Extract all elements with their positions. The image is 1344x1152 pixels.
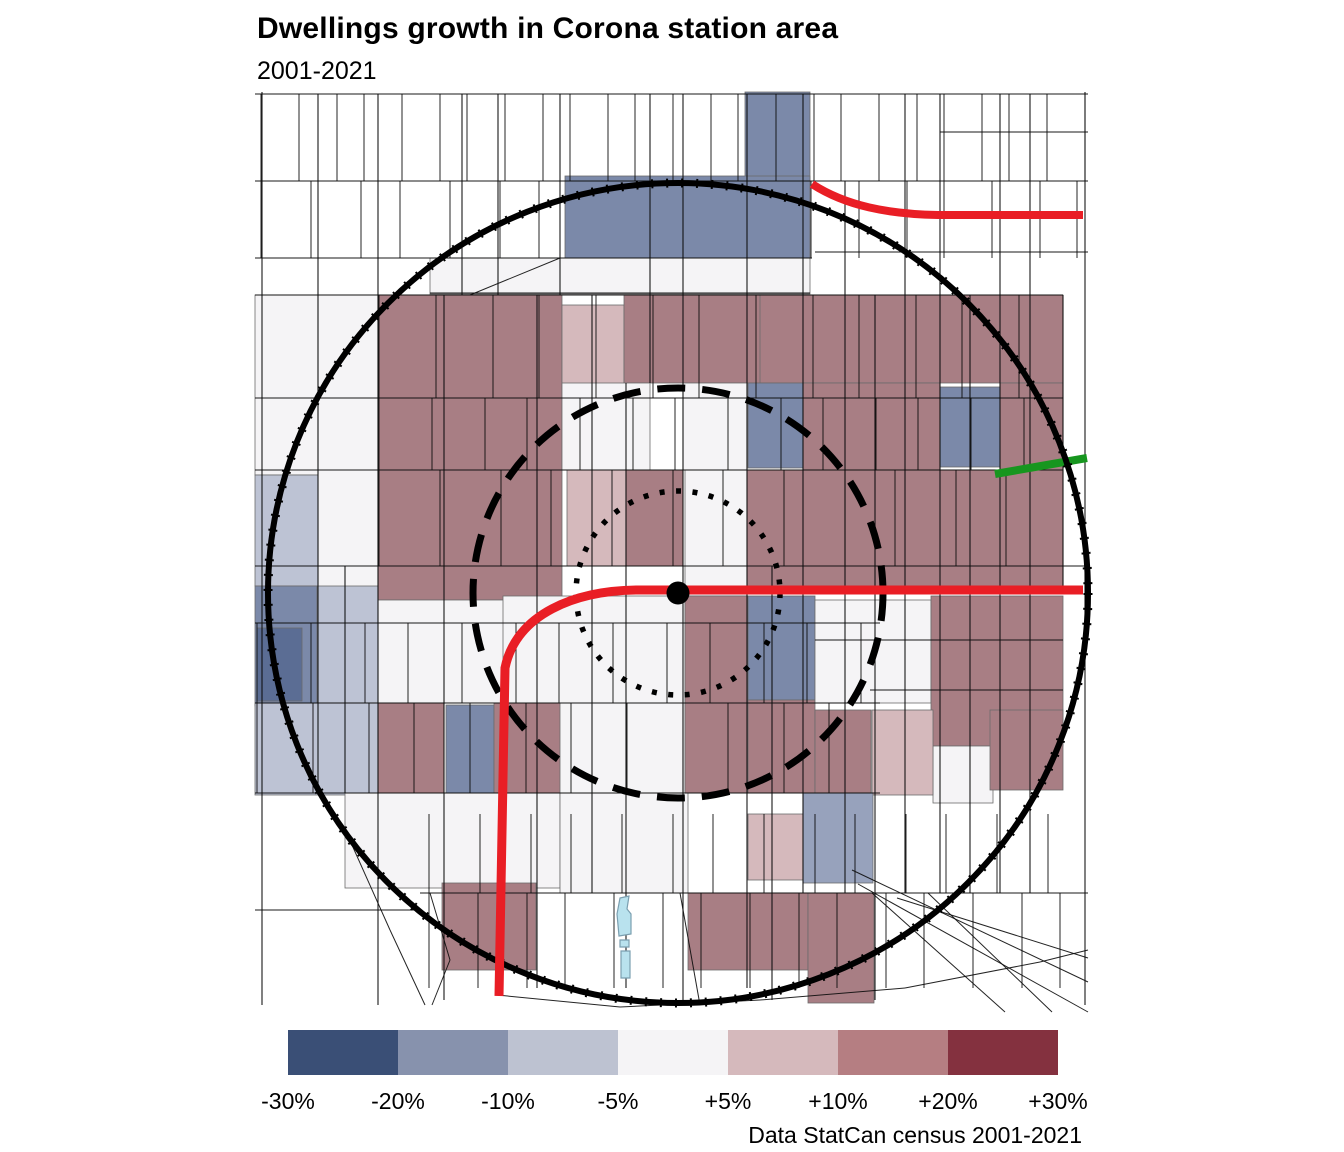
census-tract	[684, 595, 749, 794]
census-tract	[684, 469, 748, 597]
figure-title: Dwellings growth in Corona station area	[257, 12, 839, 45]
legend-swatch-5	[838, 1030, 948, 1075]
legend-label-1: -20%	[371, 1088, 425, 1114]
census-tract	[561, 382, 651, 471]
census-tract	[747, 813, 804, 881]
data-source-caption: Data StatCan census 2001-2021	[748, 1122, 1082, 1148]
legend-label-5: +10%	[808, 1088, 868, 1114]
street-line	[496, 994, 621, 1008]
growth-legend	[288, 1030, 1058, 1075]
census-tract	[377, 294, 563, 601]
station-marker	[666, 581, 690, 605]
legend-label-2: -10%	[481, 1088, 535, 1114]
legend-label-4: +5%	[704, 1088, 752, 1114]
census-tract	[759, 294, 1064, 384]
legend-label-6: +20%	[918, 1088, 978, 1114]
street-line	[679, 892, 701, 1006]
street-line	[871, 892, 1006, 1013]
lrt-line-green	[994, 454, 1088, 478]
census-tract	[747, 595, 816, 701]
buffer-circle-outer-texture	[263, 178, 1093, 1008]
census-tract	[744, 91, 811, 181]
legend-label-0: -30%	[261, 1088, 315, 1114]
census-tract	[625, 469, 684, 567]
census-tract	[623, 294, 764, 384]
census-tract	[559, 792, 689, 894]
census-tract	[566, 469, 627, 567]
water-body	[616, 895, 632, 937]
census-tract	[687, 892, 809, 971]
legend-swatch-4	[728, 1030, 838, 1075]
census-tract	[932, 745, 994, 804]
census-tract	[807, 892, 875, 1004]
census-tract	[256, 627, 303, 702]
legend-swatch-3	[618, 1030, 728, 1075]
road-red-north	[809, 180, 1083, 219]
street-line	[857, 883, 1089, 1013]
legend-swatch-2	[508, 1030, 618, 1075]
legend-swatch-1	[398, 1030, 508, 1075]
street-line	[389, 929, 426, 1006]
census-tract	[989, 709, 1064, 791]
census-tract	[254, 294, 319, 476]
street-line	[1039, 949, 1089, 963]
census-tract	[802, 382, 941, 471]
census-tract	[814, 709, 872, 794]
figure-subtitle: 2001-2021	[257, 57, 377, 85]
census-tract	[317, 294, 379, 601]
street-line	[759, 987, 906, 1001]
water-body	[619, 939, 630, 948]
legend-label-7: +30%	[1028, 1088, 1088, 1114]
census-tract	[429, 257, 811, 295]
road-red-main	[494, 585, 1083, 997]
street-line	[896, 897, 1089, 959]
street-line	[351, 844, 391, 931]
legend-label-3: -5%	[597, 1088, 639, 1114]
census-tract	[871, 709, 934, 796]
street-line	[851, 869, 1089, 983]
census-tract	[377, 702, 445, 794]
census-tract	[316, 585, 379, 704]
legend-swatch-6	[948, 1030, 1058, 1075]
legend-swatch-0	[288, 1030, 398, 1075]
census-tract	[254, 474, 319, 587]
water-body	[620, 950, 631, 979]
street-line	[904, 961, 1041, 989]
street-line	[431, 959, 451, 1006]
census-tract	[254, 702, 379, 796]
street-line	[927, 892, 1053, 1013]
street-line	[469, 257, 561, 296]
census-tract	[682, 382, 748, 471]
census-tract	[802, 792, 874, 884]
